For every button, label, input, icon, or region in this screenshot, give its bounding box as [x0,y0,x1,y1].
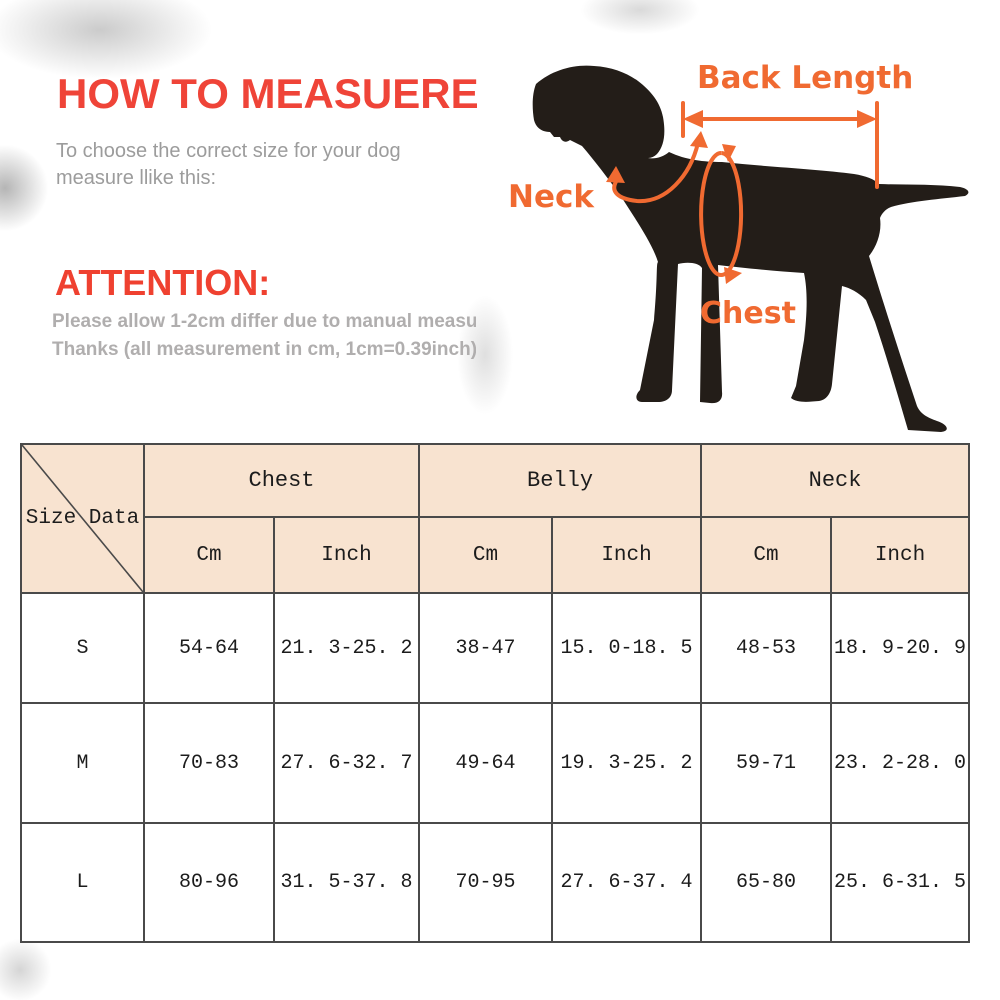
cell-m-chest-cm: 70-83 [143,702,275,824]
cell-s-chest-inch: 21. 3-25. 2 [272,592,421,704]
cell-m-neck-inch: 23. 2-28. 0 [830,702,971,824]
cell-l-neck-inch: 25. 6-31. 5 [830,822,971,943]
size-table: Size Data Chest Belly Neck Cm Inch Cm In… [20,443,971,943]
neck-label: Neck [508,179,594,215]
cell-m-belly-inch: 19. 3-25. 2 [551,702,703,824]
page-title: HOW TO MEASUERE [57,70,479,117]
cell-s-belly-cm: 38-47 [418,592,554,704]
group-header-chest: Chest [142,443,421,518]
subheader-neck-inch: Inch [830,516,971,594]
chest-label: Chest [700,296,796,331]
table-row-s: S 54-64 21. 3-25. 2 38-47 15. 0-18. 5 48… [20,592,971,704]
cell-m-belly-cm: 49-64 [418,702,554,824]
cell-m-neck-cm: 59-71 [700,702,833,824]
back-length-label: Back Length [697,60,914,96]
group-header-neck: Neck [700,443,971,518]
attention-body: Please allow 1-2cm differ due to manual … [52,308,476,364]
cell-l-chest-inch: 31. 5-37. 8 [272,822,421,943]
neck-measure-arc [606,131,708,204]
cell-s-neck-inch: 18. 9-20. 9 [830,592,971,704]
attention-line-1: Please allow 1-2cm differ due to manual … [52,311,476,332]
subheader-belly-inch: Inch [551,516,703,594]
table-row-l: L 80-96 31. 5-37. 8 70-95 27. 6-37. 4 65… [20,822,971,943]
attention-heading: ATTENTION: [55,262,271,303]
page-subtitle: To choose the correct size for your dog … [56,140,401,189]
dog-silhouette-icon [532,65,969,432]
size-label: M [20,702,145,824]
cell-l-chest-cm: 80-96 [143,822,275,943]
subheader-chest-cm: Cm [143,516,275,594]
subheader-chest-inch: Inch [272,516,421,594]
scan-shadow-top [555,0,725,45]
cell-s-belly-inch: 15. 0-18. 5 [551,592,703,704]
cell-l-belly-inch: 27. 6-37. 4 [551,822,703,943]
dog-measure-diagram [532,65,969,432]
corner-diagonal-line [22,445,143,592]
cell-l-belly-cm: 70-95 [418,822,554,943]
table-corner-cell: Size Data [20,443,145,594]
cell-l-neck-cm: 65-80 [700,822,833,943]
subheader-neck-cm: Cm [700,516,833,594]
corner-label: Size Data [25,507,140,530]
cell-s-neck-cm: 48-53 [700,592,833,704]
back-length-arrow [681,101,879,189]
group-header-belly: Belly [418,443,703,518]
table-row-m: M 70-83 27. 6-32. 7 49-64 19. 3-25. 2 59… [20,702,971,824]
chest-measure-ellipse [699,144,744,284]
attention-line-2: Thanks (all measurement in cm, 1cm=0.39i… [52,339,476,360]
cell-s-chest-cm: 54-64 [143,592,275,704]
subheader-belly-cm: Cm [418,516,554,594]
size-label: S [20,592,145,704]
cell-m-chest-inch: 27. 6-32. 7 [272,702,421,824]
size-label: L [20,822,145,943]
